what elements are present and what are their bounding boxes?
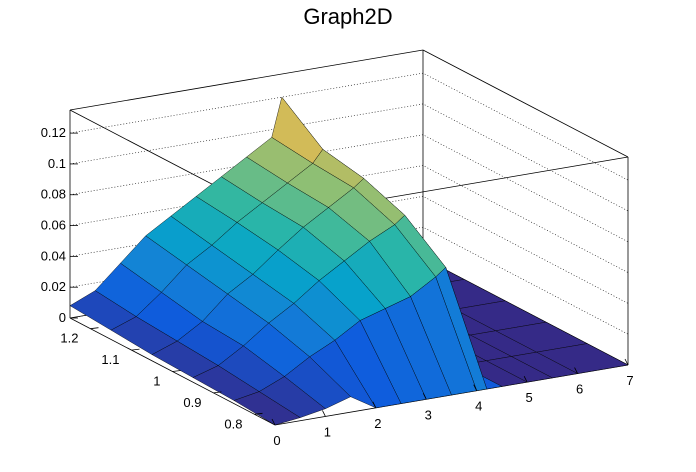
y-tick <box>172 370 181 372</box>
z-tick-label: 0.08 <box>41 187 66 202</box>
y-tick-label: 1.1 <box>101 352 119 367</box>
y-tick <box>254 412 263 415</box>
y-tick <box>213 391 222 394</box>
y-tick-label: 0.9 <box>183 395 201 410</box>
x-tick-label: 6 <box>576 382 583 397</box>
y-tick-label: 1 <box>153 374 160 389</box>
x-tick <box>271 418 276 426</box>
z-tick-label: 0.12 <box>41 125 66 140</box>
x-tick-label: 3 <box>425 407 432 422</box>
y-tick <box>90 327 99 330</box>
z-tick-label: 0.06 <box>41 218 66 233</box>
y-tick-label: 1.2 <box>60 331 78 346</box>
z-tick-label: 0 <box>59 310 66 325</box>
chart-title: Graph2D <box>303 4 392 29</box>
x-tick-label: 4 <box>475 399 482 414</box>
x-tick <box>422 393 427 400</box>
x-tick <box>624 358 629 366</box>
grid-line <box>69 72 629 181</box>
x-tick-label: 2 <box>374 416 381 431</box>
box-edge <box>69 49 424 111</box>
x-tick-label: 0 <box>273 433 280 448</box>
x-tick <box>574 367 578 374</box>
surface-cell <box>233 391 301 426</box>
x-tick-label: 5 <box>526 390 533 405</box>
y-tick <box>131 348 140 351</box>
box-edge <box>422 49 629 158</box>
z-tick-label: 0.02 <box>41 279 66 294</box>
x-tick-label: 7 <box>626 373 633 388</box>
y-tick-label: 0.8 <box>224 416 242 431</box>
z-tick-label: 0.1 <box>48 156 66 171</box>
z-tick-label: 0.04 <box>41 248 66 263</box>
x-tick <box>322 410 326 417</box>
x-tick-label: 1 <box>324 424 331 439</box>
x-tick <box>473 384 478 391</box>
x-tick <box>372 401 377 409</box>
x-tick <box>523 375 528 383</box>
